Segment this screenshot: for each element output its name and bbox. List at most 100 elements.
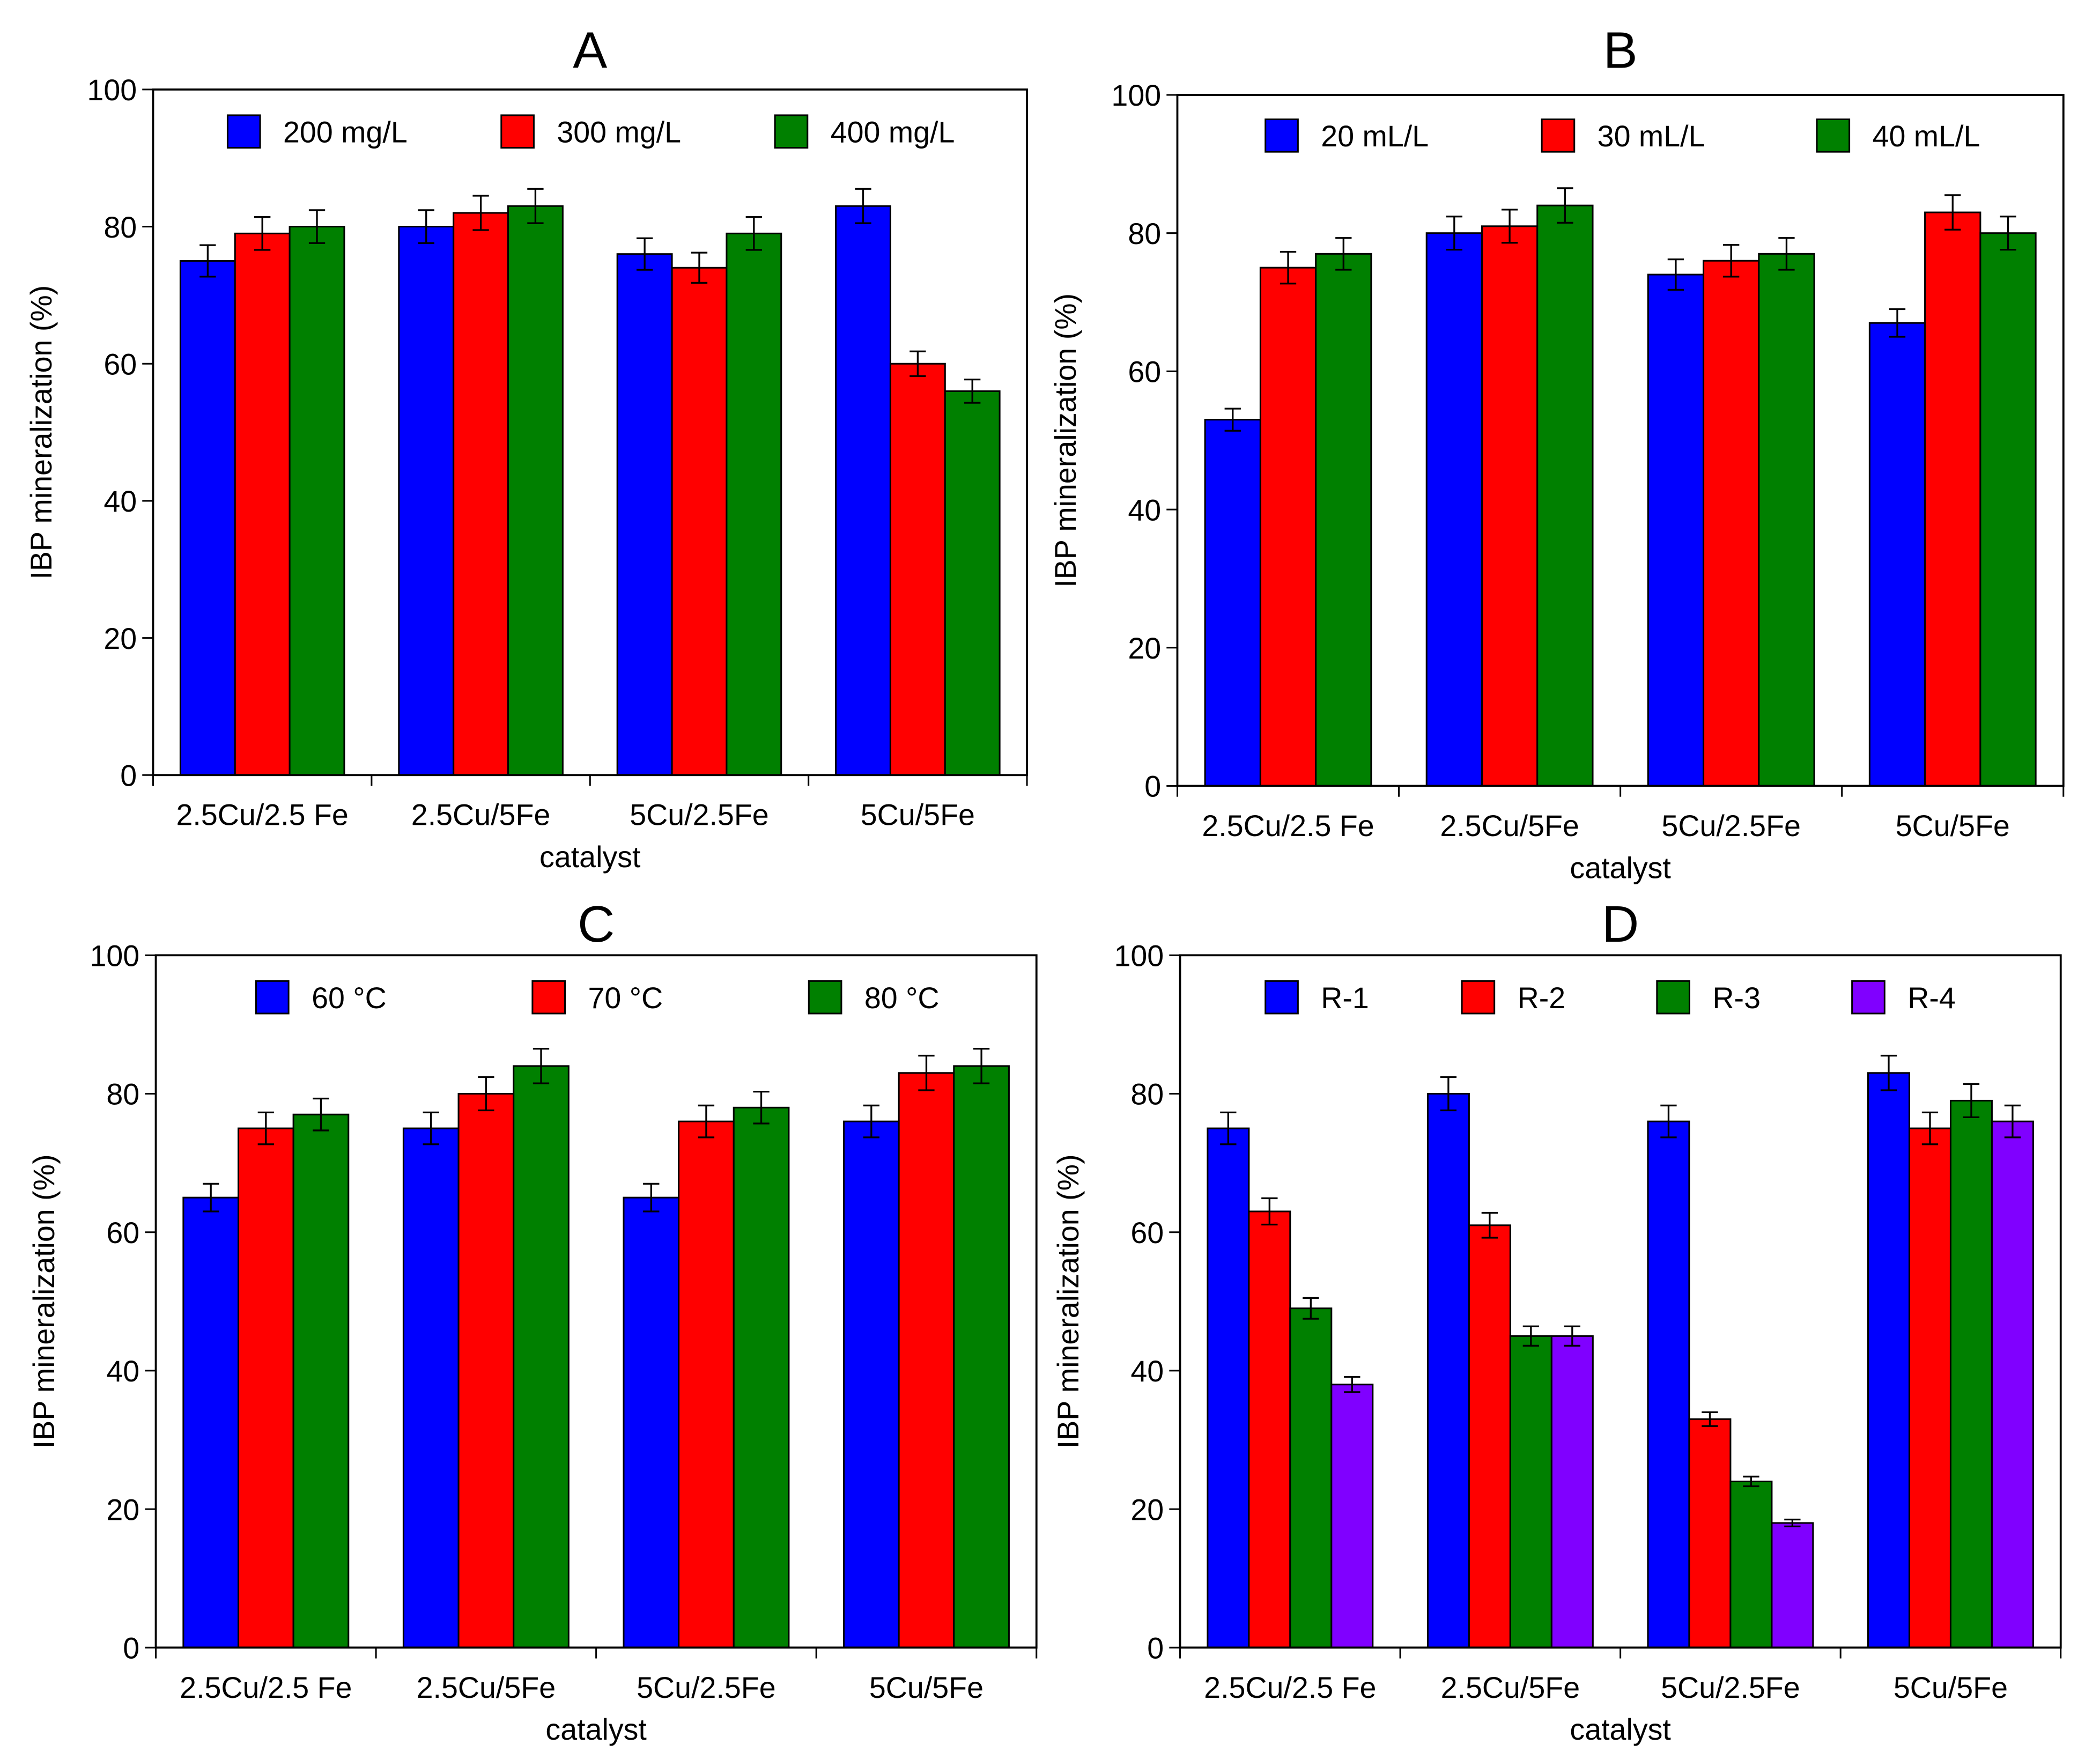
y-tick-label: 0 [1144, 770, 1161, 803]
legend-label: 30 mL/L [1598, 120, 1705, 153]
bar [513, 1065, 570, 1648]
x-tick-label: 2.5Cu/2.5 Fe [1204, 1671, 1376, 1704]
y-axis-label: IBP mineralization (%) [27, 1154, 61, 1448]
bar [1248, 1210, 1291, 1648]
y-tick-label: 60 [1128, 356, 1161, 389]
legend: 60 °C 70 °C 80 °C [255, 980, 940, 1015]
legend-label: R-1 [1321, 981, 1369, 1015]
panel-a: A 0 20 40 60 80 100 IBP mineralization (%) 2.5Cu… [25, 21, 1028, 874]
y-tick-label: 100 [1114, 940, 1164, 973]
bar [623, 1196, 680, 1648]
legend-label: R-3 [1712, 981, 1761, 1015]
legend-label: 60 °C [312, 981, 387, 1015]
y-tick-label: 40 [1128, 493, 1161, 527]
legend: R-1 R-2 R-3 R-4 [1265, 980, 1956, 1015]
legend-swatch [1461, 980, 1496, 1015]
legend: 200 mg/L 300 mg/L 400 mg/L [226, 114, 955, 149]
legend-swatch [1265, 118, 1299, 153]
bar [1481, 225, 1539, 787]
bar [1468, 1224, 1511, 1648]
bar [1330, 1384, 1374, 1648]
bar [835, 205, 891, 776]
plot-frame [1179, 954, 2062, 1649]
y-tick-label: 20 [103, 622, 137, 655]
bar [237, 1127, 294, 1648]
bar [1647, 273, 1705, 787]
bar [1536, 204, 1594, 787]
legend-swatch [500, 114, 535, 149]
x-tick-label: 5Cu/5Fe [861, 799, 975, 832]
bar [1207, 1127, 1250, 1648]
bar [1703, 260, 1760, 787]
legend: 20 mL/L 30 mL/L 40 mL/L [1265, 118, 1980, 153]
bar [182, 1196, 240, 1648]
bar [179, 260, 236, 776]
x-tick-label: 5Cu/2.5Fe [630, 799, 769, 832]
bar [616, 253, 673, 776]
bar [507, 205, 564, 776]
x-tick-label: 2.5Cu/5Fe [417, 1671, 556, 1704]
x-axis-label: catalyst [545, 1713, 647, 1746]
bar [678, 1120, 735, 1648]
bar [726, 232, 782, 776]
legend-label: 70 °C [588, 981, 663, 1015]
plot-frame [1176, 94, 2065, 787]
legend-label: 200 mg/L [283, 115, 408, 149]
y-tick-label: 80 [106, 1078, 139, 1111]
legend-label: 20 mL/L [1321, 120, 1429, 153]
legend-swatch [774, 114, 809, 149]
y-tick-label: 20 [1128, 632, 1161, 665]
panel-c: C 0 20 40 60 80 100 IBP mineralization (%) 2.5Cu… [27, 896, 1038, 1746]
bar [1647, 1120, 1690, 1648]
bar [1289, 1307, 1333, 1648]
x-tick-label: 5Cu/2.5Fe [1661, 809, 1801, 842]
legend-label: 400 mg/L [831, 115, 955, 149]
bar [402, 1127, 460, 1648]
panel-title: A [573, 21, 607, 79]
legend-swatch [808, 980, 842, 1015]
bar [953, 1065, 1010, 1648]
bar [1868, 322, 1926, 787]
y-tick-label: 40 [106, 1355, 139, 1388]
panel-b: B 0 20 40 60 80 100 IBP mineralization (%) 2.5Cu… [1049, 21, 2065, 884]
x-axis-label: catalyst [1570, 851, 1671, 884]
y-tick-label: 40 [1130, 1355, 1164, 1388]
bar [1425, 232, 1483, 787]
bar [457, 1092, 515, 1648]
legend-swatch [1851, 980, 1885, 1015]
x-tick-label: 5Cu/5Fe [869, 1671, 984, 1704]
y-tick-label: 60 [106, 1216, 139, 1250]
legend-label: R-4 [1907, 981, 1956, 1015]
legend-swatch [1816, 118, 1851, 153]
legend-swatch [1656, 980, 1691, 1015]
y-tick-label: 0 [120, 759, 137, 792]
bar [944, 390, 1001, 776]
legend-label: 80 °C [864, 981, 940, 1015]
bar [1867, 1072, 1910, 1648]
x-axis-label: catalyst [1570, 1713, 1671, 1746]
panel-d: D 0 20 40 60 80 100 IBP mineralization (%) 2.5Cu… [1052, 896, 2062, 1746]
y-axis-label: IBP mineralization (%) [1052, 1154, 1085, 1448]
bar [453, 212, 509, 776]
x-tick-label: 5Cu/2.5Fe [1661, 1671, 1800, 1704]
x-tick-label: 2.5Cu/5Fe [1441, 1671, 1580, 1704]
bar [1426, 1092, 1470, 1648]
panel-title: B [1603, 21, 1638, 79]
bar [398, 226, 455, 776]
y-axis-label: IBP mineralization (%) [1049, 293, 1082, 588]
bar [1509, 1335, 1552, 1648]
panel-title: C [578, 896, 615, 953]
y-axis-label: IBP mineralization (%) [25, 285, 58, 580]
x-tick-label: 5Cu/5Fe [1896, 809, 2010, 842]
bar [1979, 232, 2037, 787]
bar [1949, 1099, 1993, 1648]
bar [1259, 267, 1317, 787]
bar [292, 1113, 350, 1648]
panel-title: D [1602, 896, 1639, 953]
bar [1688, 1418, 1732, 1648]
x-tick-label: 2.5Cu/5Fe [411, 799, 551, 832]
legend-swatch [226, 114, 261, 149]
y-tick-label: 100 [1111, 79, 1161, 112]
x-tick-label: 2.5Cu/2.5 Fe [176, 799, 349, 832]
